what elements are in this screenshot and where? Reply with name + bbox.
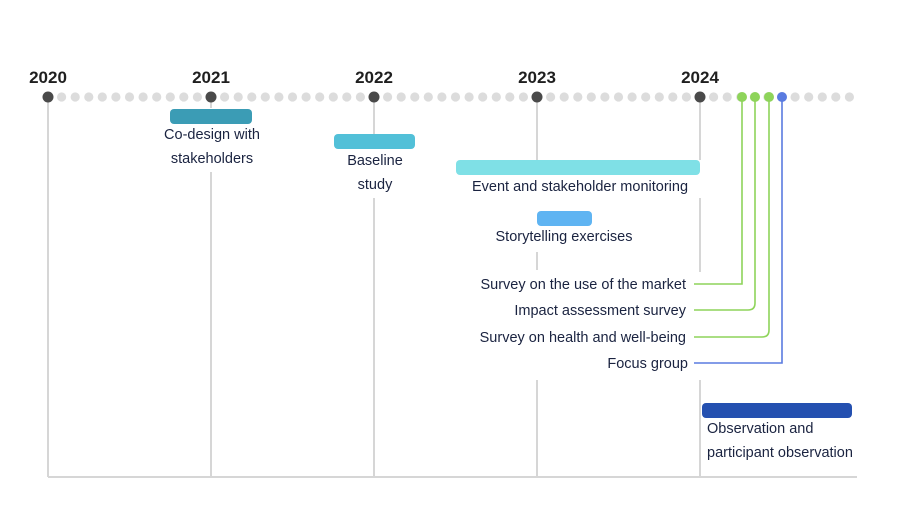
- axis-dot: [491, 92, 501, 102]
- dot-health-survey: [764, 92, 774, 102]
- year-dot-2023: [531, 91, 543, 103]
- axis-dot: [124, 92, 135, 102]
- year-dots: [42, 91, 706, 103]
- axis-dot: [247, 92, 257, 102]
- label-survey-market: Survey on the use of the market: [480, 277, 686, 293]
- year-label-2021: 2021: [192, 68, 230, 87]
- year-dot-2024: [694, 91, 706, 103]
- year-label-2023: 2023: [518, 68, 556, 87]
- bar-labels: Co-design with stakeholders Baseline stu…: [164, 127, 853, 461]
- connector-impact-survey: [694, 97, 756, 311]
- point-activity-labels: Survey on the use of the market Impact a…: [480, 277, 688, 372]
- axis-dot: [179, 92, 189, 102]
- axis-dot: [681, 92, 692, 102]
- label-co-design-line1: Co-design with: [164, 127, 260, 143]
- year-label-2020: 2020: [29, 68, 67, 87]
- year-label-2022: 2022: [355, 68, 393, 87]
- axis-dot: [220, 92, 230, 102]
- bar-event-monitoring: [456, 160, 700, 175]
- axis-dot: [396, 92, 406, 102]
- axis-dot: [342, 92, 352, 102]
- axis-dot: [831, 92, 841, 102]
- bar-co-design: [170, 109, 252, 124]
- label-baseline-line1: Baseline: [347, 153, 403, 169]
- axis-dot: [287, 92, 298, 102]
- axis-dot: [573, 92, 583, 102]
- dot-focus-group: [777, 92, 787, 102]
- activity-connectors: [694, 97, 783, 364]
- axis-dot: [627, 92, 637, 102]
- axis-dot: [817, 92, 827, 102]
- axis-dot: [97, 92, 107, 102]
- axis-dot: [600, 92, 610, 102]
- axis-dot: [165, 92, 175, 102]
- label-health-survey: Survey on health and well-being: [480, 330, 686, 346]
- year-dot-2021: [205, 91, 217, 103]
- axis-dot: [328, 92, 338, 102]
- bar-baseline: [334, 134, 415, 149]
- axis-dot: [233, 92, 243, 102]
- year-guide-lines: [47, 97, 701, 477]
- axis-dot: [260, 92, 270, 102]
- axis-dot: [709, 92, 719, 102]
- axis-dot: [152, 92, 162, 102]
- bar-observation: [702, 403, 852, 418]
- axis-dot: [138, 92, 148, 102]
- axis-dot: [192, 92, 202, 102]
- axis-dot: [804, 92, 814, 102]
- axis-dot: [654, 92, 664, 102]
- axis-dot: [70, 92, 80, 102]
- axis-dot: [84, 92, 94, 102]
- dot-survey-market: [737, 92, 747, 102]
- axis-dot: [559, 92, 569, 102]
- axis-dot: [410, 92, 420, 102]
- connector-focus-group: [694, 97, 783, 364]
- label-baseline-line2: study: [358, 177, 393, 193]
- axis-dot: [668, 92, 678, 102]
- axis-dot: [790, 92, 800, 102]
- axis-dot: [478, 92, 488, 102]
- axis-dots: [43, 92, 855, 102]
- dot-impact-survey: [750, 92, 760, 102]
- year-dot-2020: [42, 91, 54, 103]
- axis-dot: [423, 92, 433, 102]
- axis-dot: [301, 92, 311, 102]
- axis-dot: [383, 92, 393, 102]
- axis-dot: [111, 92, 121, 102]
- connector-survey-market: [694, 97, 743, 285]
- label-impact-survey: Impact assessment survey: [514, 303, 686, 319]
- axis-dot: [464, 92, 474, 102]
- year-label-2024: 2024: [681, 68, 719, 87]
- axis-dot: [518, 92, 529, 102]
- axis-dot: [450, 92, 461, 102]
- milestone-dots: [737, 92, 787, 102]
- axis-dot: [274, 92, 284, 102]
- year-labels: 2020 2021 2022 2023 2024: [29, 68, 719, 87]
- axis-dot: [613, 92, 624, 102]
- connector-health-survey: [694, 97, 770, 338]
- axis-dot: [722, 92, 732, 102]
- axis-dot: [355, 92, 365, 102]
- axis-dot: [437, 92, 447, 102]
- axis-dot: [546, 92, 556, 102]
- label-observation-line2: participant observation: [707, 445, 853, 461]
- bar-storytelling: [537, 211, 592, 226]
- axis-dot: [586, 92, 596, 102]
- axis-dot: [844, 92, 855, 102]
- label-storytelling: Storytelling exercises: [496, 229, 633, 245]
- axis-dot: [315, 92, 325, 102]
- year-dot-2022: [368, 91, 380, 103]
- label-focus-group: Focus group: [607, 356, 688, 372]
- axis-dot: [505, 92, 515, 102]
- activity-bars: [170, 109, 852, 418]
- label-event-monitoring: Event and stakeholder monitoring: [472, 179, 688, 195]
- axis-dot: [641, 92, 651, 102]
- label-observation-line1: Observation and: [707, 421, 813, 437]
- axis-dot: [57, 92, 67, 102]
- label-co-design-line2: stakeholders: [171, 151, 253, 167]
